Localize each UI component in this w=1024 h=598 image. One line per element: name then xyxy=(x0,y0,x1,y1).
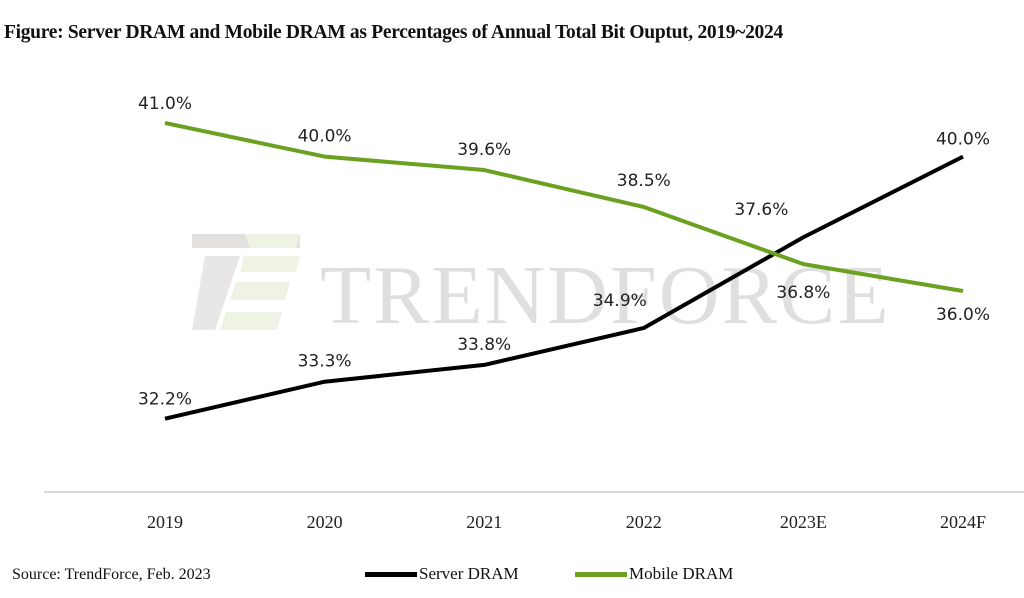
data-label: 33.8% xyxy=(457,335,511,355)
legend-item-server-dram: Server DRAM xyxy=(365,564,519,584)
legend-swatch-mobile xyxy=(575,571,627,577)
data-label: 40.0% xyxy=(298,127,352,147)
source-note: Source: TrendForce, Feb. 2023 xyxy=(12,566,211,583)
x-tick-label: 2020 xyxy=(307,512,343,532)
x-tick-label: 2024F xyxy=(940,512,986,532)
legend-item-mobile-dram: Mobile DRAM xyxy=(575,564,733,584)
x-tick-label: 2022 xyxy=(626,512,662,532)
svg-text:TRENDFORCE: TRENDFORCE xyxy=(320,249,891,342)
chart-title: Figure: Server DRAM and Mobile DRAM as P… xyxy=(4,22,783,43)
x-tick-label: 2021 xyxy=(466,512,502,532)
legend-swatch-server xyxy=(365,571,417,577)
x-tick-label: 2023E xyxy=(780,512,827,532)
data-label: 40.0% xyxy=(936,130,990,150)
trendforce-watermark: TRENDFORCE xyxy=(192,234,891,342)
data-label: 33.3% xyxy=(298,352,352,372)
data-label: 37.6% xyxy=(734,200,788,220)
data-label: 38.5% xyxy=(617,171,671,191)
mobile-dram-line xyxy=(164,121,964,293)
data-label: 34.9% xyxy=(593,291,647,311)
data-label: 41.0% xyxy=(138,94,192,114)
server-dram-line xyxy=(164,154,964,421)
legend-label-mobile: Mobile DRAM xyxy=(629,564,734,583)
legend-label-server: Server DRAM xyxy=(419,564,519,583)
data-label: 36.8% xyxy=(776,283,830,303)
data-label: 39.6% xyxy=(457,140,511,160)
data-label: 32.2% xyxy=(138,390,192,410)
x-tick-label: 2019 xyxy=(147,512,183,532)
data-label: 36.0% xyxy=(936,305,990,325)
